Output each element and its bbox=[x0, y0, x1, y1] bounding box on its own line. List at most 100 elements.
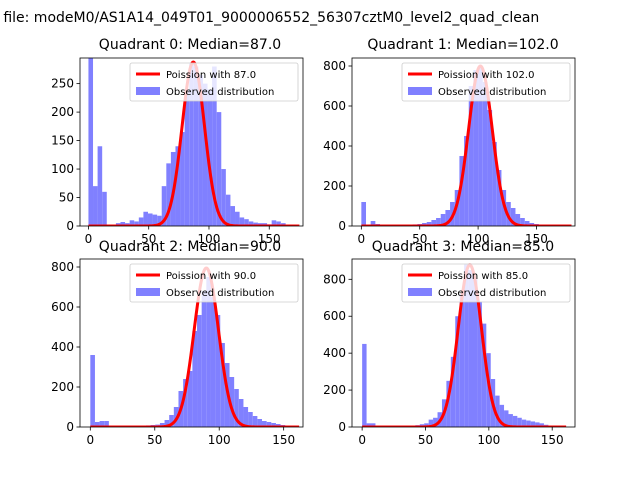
x-tick-label: 0 bbox=[85, 232, 93, 246]
histogram-bar bbox=[455, 316, 460, 427]
histogram-bar bbox=[473, 70, 479, 226]
legend-poisson-label: Poission with 90.0 bbox=[166, 271, 256, 282]
histogram-bar bbox=[202, 83, 208, 226]
histogram-bar bbox=[459, 294, 465, 427]
histogram-bar bbox=[234, 389, 239, 427]
histogram-bar bbox=[370, 221, 376, 226]
legend: Poission with 90.0 Observed distribution bbox=[129, 263, 299, 303]
histogram-bar bbox=[244, 219, 249, 226]
histogram-bar bbox=[478, 66, 483, 226]
histogram-bar bbox=[221, 169, 226, 226]
poisson-curve bbox=[89, 266, 300, 427]
x-tick-label: 100 bbox=[208, 433, 231, 447]
legend-poisson-label: Poission with 102.0 bbox=[438, 70, 534, 81]
histogram-bar bbox=[464, 136, 469, 226]
histogram-bar bbox=[512, 415, 518, 427]
histogram-bar bbox=[517, 417, 522, 427]
plot-area: 0 200 400 600 800 0 50 100 150 Poission with 102.… bbox=[323, 57, 576, 246]
histogram-bar bbox=[248, 412, 253, 427]
histogram-bar bbox=[207, 89, 213, 226]
histogram-bar bbox=[97, 146, 103, 226]
legend-box bbox=[129, 263, 299, 303]
histogram-bar bbox=[238, 399, 244, 427]
histogram-bar bbox=[129, 220, 135, 226]
panel-quadrant-1: 0 200 400 600 800 0 50 100 150 Poission with 102.… bbox=[323, 57, 576, 246]
histogram-bar bbox=[257, 419, 263, 427]
x-tick-label: 0 bbox=[358, 433, 366, 447]
histogram-bar bbox=[193, 66, 199, 226]
y-tick-label: 0 bbox=[66, 420, 74, 434]
histogram-bar bbox=[535, 422, 540, 427]
y-tick-label: 50 bbox=[59, 191, 74, 205]
legend-histogram-label: Observed distribution bbox=[438, 87, 546, 98]
histogram-bar bbox=[520, 218, 525, 226]
histogram-bar bbox=[230, 206, 236, 226]
histogram-bar bbox=[175, 146, 181, 226]
histogram-bar bbox=[473, 279, 478, 427]
histogram-bar bbox=[189, 63, 194, 226]
histogram-bar bbox=[515, 214, 521, 226]
x-tick-label: 0 bbox=[86, 433, 94, 447]
histogram-bar bbox=[215, 315, 221, 427]
figure-suptitle: n file: modeM0/AS1A14_049T01_9000006552_… bbox=[0, 10, 539, 26]
x-tick-label: 50 bbox=[147, 433, 162, 447]
histogram-bar bbox=[201, 291, 207, 427]
y-tick-label: 200 bbox=[323, 179, 346, 193]
histogram-bar bbox=[530, 421, 536, 427]
legend-histogram-swatch bbox=[136, 87, 160, 95]
histogram-bar bbox=[361, 202, 367, 226]
x-tick-label: 150 bbox=[258, 232, 281, 246]
histogram-bar bbox=[468, 270, 473, 427]
y-tick-label: 100 bbox=[51, 162, 74, 176]
histogram-bar bbox=[431, 220, 437, 226]
histogram-bar bbox=[198, 75, 203, 226]
histogram-bar bbox=[134, 221, 139, 226]
histogram-bar bbox=[143, 211, 148, 226]
panel-title: Quadrant 0: Median=87.0 bbox=[99, 37, 281, 53]
poisson-curve bbox=[87, 60, 301, 226]
x-tick-label: 150 bbox=[272, 433, 295, 447]
x-tick-label: 50 bbox=[141, 232, 156, 246]
legend-box bbox=[401, 263, 571, 303]
axes-frame bbox=[79, 258, 304, 428]
y-tick-label: 600 bbox=[51, 300, 74, 314]
legend-histogram-label: Observed distribution bbox=[166, 87, 274, 98]
histogram-bar bbox=[262, 421, 267, 427]
y-tick-label: 800 bbox=[323, 272, 346, 286]
histogram-bar bbox=[206, 277, 211, 427]
histogram-bar bbox=[521, 419, 527, 427]
histogram-bar bbox=[120, 222, 126, 226]
y-tick-label: 800 bbox=[323, 59, 346, 73]
histogram-bar bbox=[147, 213, 153, 226]
histogram-bar bbox=[428, 419, 434, 427]
axes-frame bbox=[351, 258, 576, 428]
y-tick-label: 0 bbox=[66, 219, 74, 233]
histogram-bar bbox=[210, 297, 216, 427]
histogram-bar bbox=[235, 211, 240, 226]
y-tick-label: 150 bbox=[51, 134, 74, 148]
histogram-bar bbox=[508, 414, 513, 427]
legend-poisson-label: Poission with 87.0 bbox=[166, 70, 256, 81]
histogram-bar bbox=[239, 217, 245, 226]
legend-box bbox=[129, 62, 299, 102]
histogram-bar bbox=[362, 343, 367, 427]
histogram-bar bbox=[276, 221, 281, 226]
histogram-bar bbox=[197, 315, 202, 427]
legend-histogram-label: Observed distribution bbox=[166, 288, 274, 299]
histogram-bar bbox=[220, 343, 225, 427]
histogram-bar bbox=[495, 395, 500, 427]
histogram-bar bbox=[366, 423, 371, 427]
histogram-bar bbox=[266, 422, 272, 427]
legend-box bbox=[401, 62, 571, 102]
histogram-bar bbox=[539, 423, 544, 427]
panel-title: Quadrant 1: Median=102.0 bbox=[367, 37, 558, 53]
histogram-bar bbox=[94, 422, 100, 427]
histogram-bar bbox=[183, 379, 188, 427]
histogram-bar bbox=[433, 417, 438, 427]
histogram-bar bbox=[212, 66, 217, 226]
y-tick-label: 400 bbox=[323, 139, 346, 153]
histogram-bar bbox=[169, 415, 174, 427]
x-tick-label: 50 bbox=[412, 232, 427, 246]
histogram-bar bbox=[161, 186, 167, 226]
